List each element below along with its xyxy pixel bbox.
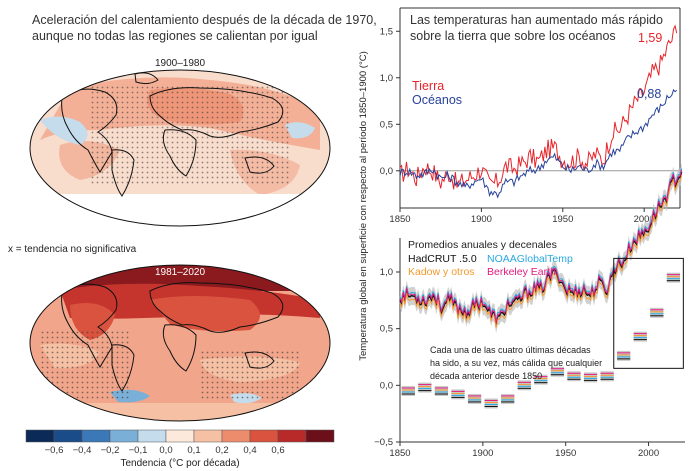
decade-band <box>451 389 465 400</box>
left-title-line1: Aceleración del calentamiento después de… <box>32 13 377 27</box>
legend-ocean: Océanos <box>412 93 462 107</box>
nonsignificant-note: x = tendencia no significativa <box>8 244 137 255</box>
y-tick-label: 1,0 <box>380 73 393 84</box>
colorbar-swatch <box>221 429 251 443</box>
colorbar-tick-label: 0,0 <box>159 445 172 456</box>
land-series-line <box>399 24 678 190</box>
dataset-line-4 <box>399 169 683 323</box>
legend-hadcrut: HadCRUT .5.0 <box>408 253 477 265</box>
y-tick-label: 0,0 <box>380 166 393 177</box>
y-tick-label: 0,0 <box>380 380 393 391</box>
x-tick-label: 1850 <box>389 214 410 225</box>
colorbar-swatch <box>193 429 223 443</box>
x-tick-label: 2000 <box>634 214 655 225</box>
map1-period-label: 1900–1980 <box>155 58 205 69</box>
chart-datasets: 1850 1900 1950 2000 −0,5 0,0 0,5 1,0 <box>374 162 685 459</box>
decade-band <box>600 371 614 382</box>
x-tick-label: 1950 <box>555 448 576 459</box>
x-tick-label: 1900 <box>471 214 492 225</box>
decade-note-line2: ha sido, a su vez, más cálida que cualqu… <box>430 358 602 368</box>
dataset-line-3 <box>399 175 683 328</box>
y-tick-label: 0,5 <box>380 324 393 335</box>
colorbar-tick-label: 0,1 <box>187 445 200 456</box>
colorbar-label: Tendencia (°C por década) <box>120 458 239 469</box>
decade-note-line3: década anterior desde 1850 <box>430 371 542 381</box>
ocean-end-label: 0,88 <box>637 87 661 101</box>
colorbar-swatch <box>53 429 83 443</box>
land-end-label: 1,59 <box>638 31 662 45</box>
x-tick-label: 1850 <box>389 448 410 459</box>
colorbar-swatch <box>165 429 195 443</box>
chart1-title-line1: Las temperaturas han aumentado más rápid… <box>410 13 663 27</box>
x-tick-label: 2000 <box>638 448 659 459</box>
decade-band <box>567 371 581 382</box>
colorbar-swatch <box>249 429 279 443</box>
colorbar-swatch <box>305 429 335 443</box>
map-1900-1980 <box>30 70 330 226</box>
decade-band <box>467 393 482 404</box>
decade-band <box>534 374 548 385</box>
colorbar-tick-label: −0,1 <box>129 445 148 456</box>
last-four-decades-highlight <box>613 257 684 369</box>
legend-noaa: NOAAGlobalTemp <box>487 253 573 265</box>
y-tick-label: 0,5 <box>380 119 393 130</box>
colorbar-tick-label: −0,6 <box>45 445 64 456</box>
y-tick-label: −0,5 <box>374 437 393 448</box>
decade-band <box>501 393 515 404</box>
left-title-line2: aunque no todas las regiones se calienta… <box>32 29 318 43</box>
chart1-title-line2: sobre la tierra que sobre los océanos <box>410 29 616 43</box>
decade-band <box>550 366 565 377</box>
colorbar-tick-label: 0,4 <box>243 445 256 456</box>
colorbar: −0,6 −0,4 −0,2 −0,1 0,0 0,1 0,2 0,4 0,6 <box>25 429 335 456</box>
colorbar-swatch <box>137 429 167 443</box>
decade-band <box>617 350 631 361</box>
colorbar-tick-label: 0,2 <box>215 445 228 456</box>
decade-band <box>666 272 681 283</box>
decade-band <box>401 386 415 396</box>
map-1981-2020 <box>30 265 330 421</box>
x-tick-label: 1950 <box>552 214 573 225</box>
shared-y-axis-label: Temperatura global en superficie con res… <box>358 51 369 361</box>
chart2-title: Promedios anuales y decenales <box>408 239 557 251</box>
decade-band <box>484 398 498 409</box>
decade-band <box>650 307 664 318</box>
colorbar-tick-label: 0,6 <box>271 445 284 456</box>
map2-period-label: 1981–2020 <box>155 267 205 278</box>
ocean-series-line <box>399 88 678 199</box>
chart-land-ocean: 1850 1900 1950 2000 0,0 0,5 1,0 1,5 <box>380 7 681 225</box>
legend-kadow: Kadow y otros <box>408 266 475 278</box>
map1-outline <box>29 69 331 227</box>
legend-berkeley: Berkeley Earth <box>487 266 556 278</box>
colorbar-swatch <box>81 429 111 443</box>
map2-outline <box>29 264 331 422</box>
colorbar-swatch <box>25 429 55 443</box>
legend-land: Tierra <box>412 79 444 93</box>
colorbar-tick-label: −0,4 <box>73 445 92 456</box>
decade-note-line1: Cada una de las cuatro últimas décadas <box>430 345 591 355</box>
map1-antarctic-band <box>30 194 330 226</box>
y-tick-label: 1,0 <box>380 267 393 278</box>
decade-band <box>517 380 531 391</box>
decade-band <box>633 331 647 342</box>
y-tick-label: 1,5 <box>380 26 393 37</box>
x-tick-label: 1900 <box>472 448 493 459</box>
colorbar-swatch <box>109 429 139 443</box>
colorbar-tick-label: −0,2 <box>101 445 120 456</box>
decade-band <box>583 372 598 383</box>
decade-band <box>418 382 432 393</box>
colorbar-swatch <box>277 429 307 443</box>
decade-band <box>434 386 449 396</box>
